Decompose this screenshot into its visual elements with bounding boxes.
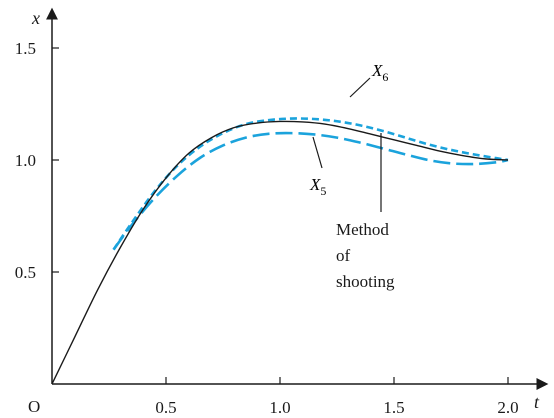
annotation-shooting: Method of shooting [336,133,395,291]
x-axis-label: t [534,392,540,412]
origin-label: O [28,397,40,416]
label-shooting-line3: shooting [336,272,395,291]
label-shooting-line1: Method [336,220,389,239]
leader-line-x6 [349,77,371,98]
y-tick-label: 1.5 [15,39,36,58]
label-x5: X5 [309,175,326,198]
x-tick-label: 1.0 [269,398,290,417]
leader-line-x5 [312,136,323,169]
series-line-x5 [112,131,509,251]
x-tick-label: 2.0 [497,398,518,417]
y-axis-label: x [31,8,40,28]
label-x6: X6 [371,61,388,84]
label-x5-sub: 5 [320,184,326,198]
annotation-x6: X6 [349,61,388,98]
annotation-x5: X5 [309,136,326,198]
series-line-method-of-shooting [51,120,509,385]
y-tick-label: 1.0 [15,151,36,170]
label-x6-main: X [371,61,383,80]
x-ticks: 0.5 1.0 1.5 2.0 [155,377,519,417]
x-tick-label: 0.5 [155,398,176,417]
label-x5-main: X [309,175,321,194]
label-x6-sub: 6 [382,70,388,84]
y-tick-label: 0.5 [15,263,36,282]
y-ticks: 0.5 1.0 1.5 [15,39,59,282]
x-tick-label: 1.5 [383,398,404,417]
label-shooting-line2: of [336,246,351,265]
series-layer [51,117,509,385]
